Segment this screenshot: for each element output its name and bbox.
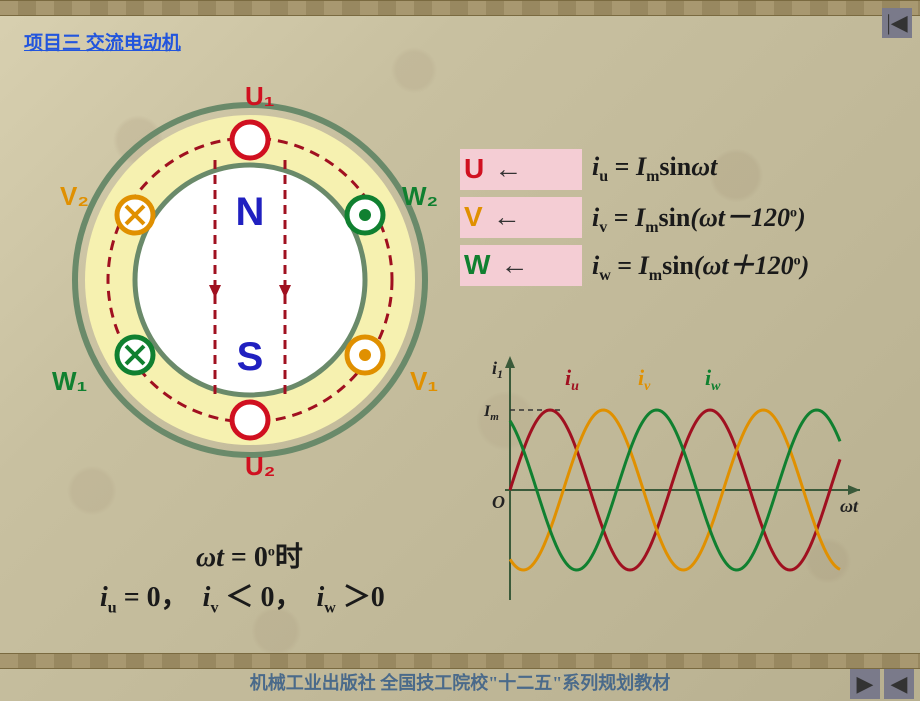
svg-text:U₁: U₁ (245, 81, 275, 111)
nav-prev-button[interactable]: ◀ (884, 669, 914, 699)
svg-text:iw: iw (705, 365, 721, 394)
equation-row-W: W ←iw = Imsin(ωt＋120o) (460, 241, 809, 289)
svg-text:N: N (236, 190, 265, 234)
nav-prev-icon: ◀ (891, 671, 908, 697)
svg-text:Im: Im (483, 403, 499, 423)
svg-text:V₁: V₁ (410, 366, 438, 396)
condition-line1: ωt = 0o时 (100, 535, 399, 575)
equations-block: U ←iu = ImsinωtV ←iv = Imsin(ωt－120o)W ←… (460, 145, 809, 289)
nav-first-button[interactable]: |◀ (882, 8, 912, 38)
chapter-title-link[interactable]: 项目三 交流电动机 (24, 28, 181, 55)
svg-text:U₂: U₂ (245, 451, 275, 481)
svg-text:iv: iv (638, 365, 651, 394)
condition-line2: iu = 0，iv ＜ 0，iw ＞0 (100, 575, 399, 618)
svg-text:iu: iu (565, 365, 579, 394)
condition-block: ωt = 0o时 iu = 0，iv ＜ 0，iw ＞0 (100, 535, 399, 618)
bottom-ornament-border (0, 653, 920, 669)
footer-publisher: 机械工业出版社 全国技工院校"十二五"系列规划教材 (250, 669, 670, 695)
svg-text:S: S (237, 335, 264, 379)
equation-row-V: V ←iv = Imsin(ωt－120o) (460, 193, 809, 241)
svg-text:O: O (492, 492, 505, 512)
svg-text:ωt: ωt (840, 496, 859, 516)
svg-text:V₂: V₂ (60, 181, 89, 211)
nav-first-icon: |◀ (886, 10, 907, 36)
nav-next-button[interactable]: ▶ (850, 669, 880, 699)
svg-text:W₂: W₂ (402, 181, 438, 211)
svg-text:i1: i1 (492, 358, 503, 381)
equation-row-U: U ←iu = Imsinωt (460, 145, 809, 193)
motor-diagram: N S U₁ U₂ V₁ V₂ W₁ W₂ (50, 80, 460, 500)
top-ornament-border (0, 0, 920, 16)
waveform-chart: i1 Im Oωt iu iv iw (470, 350, 890, 630)
svg-text:W₁: W₁ (52, 366, 87, 396)
nav-next-icon: ▶ (857, 671, 874, 697)
chapter-title-text: 项目三 交流电动机 (24, 33, 181, 54)
